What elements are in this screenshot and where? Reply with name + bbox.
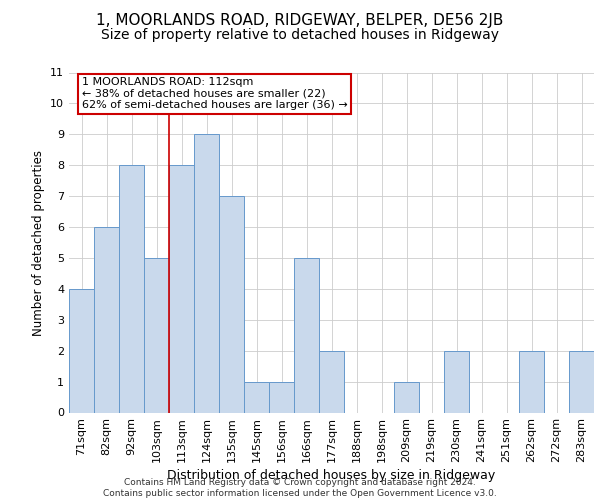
Bar (169, 165, 194, 412)
Bar (69, 289, 94, 412)
Bar (444, 350, 469, 412)
Bar (119, 165, 144, 412)
X-axis label: Distribution of detached houses by size in Ridgeway: Distribution of detached houses by size … (167, 470, 496, 482)
Bar (569, 350, 594, 412)
Bar (94, 227, 119, 412)
Y-axis label: Number of detached properties: Number of detached properties (32, 150, 44, 336)
Bar (269, 382, 294, 412)
Bar (194, 134, 219, 412)
Text: 1 MOORLANDS ROAD: 112sqm
← 38% of detached houses are smaller (22)
62% of semi-d: 1 MOORLANDS ROAD: 112sqm ← 38% of detach… (82, 77, 347, 110)
Text: 1, MOORLANDS ROAD, RIDGEWAY, BELPER, DE56 2JB: 1, MOORLANDS ROAD, RIDGEWAY, BELPER, DE5… (97, 12, 503, 28)
Text: Size of property relative to detached houses in Ridgeway: Size of property relative to detached ho… (101, 28, 499, 42)
Text: Contains HM Land Registry data © Crown copyright and database right 2024.
Contai: Contains HM Land Registry data © Crown c… (103, 478, 497, 498)
Bar (244, 382, 269, 412)
Bar (294, 258, 319, 412)
Bar (519, 350, 544, 412)
Bar (144, 258, 169, 412)
Bar (394, 382, 419, 412)
Bar (319, 350, 344, 412)
Bar (219, 196, 244, 412)
